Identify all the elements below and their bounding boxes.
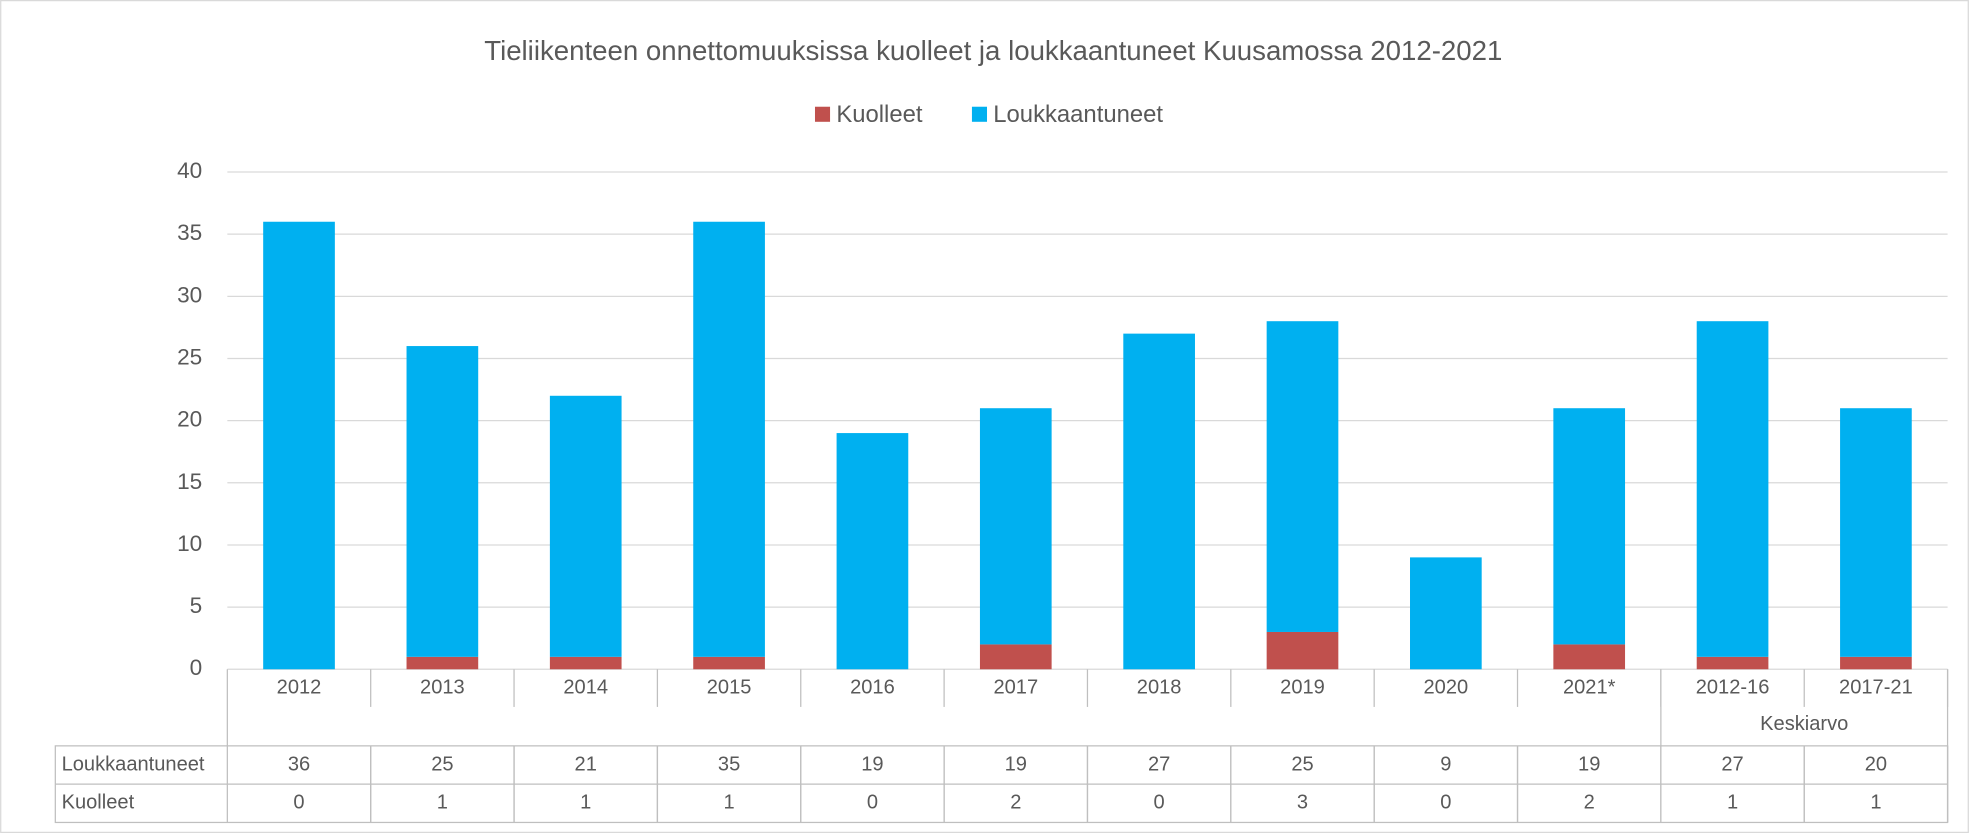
table-cell: 2: [1010, 792, 1021, 814]
y-tick-label: 30: [177, 282, 202, 307]
x-tick-label: 2013: [420, 676, 465, 698]
table-cell: 1: [580, 792, 591, 814]
table-cell: 20: [1865, 753, 1887, 775]
legend-swatch: [971, 106, 988, 122]
bar-segment: [549, 395, 622, 657]
y-tick-label: 20: [177, 407, 202, 432]
bar-segment: [979, 408, 1052, 645]
x-tick-label: 2019: [1280, 676, 1325, 698]
table-row-header: Kuolleet: [62, 792, 135, 814]
bar-segment: [1696, 321, 1769, 657]
y-tick-label: 40: [177, 158, 202, 183]
x-tick-label: 2012-16: [1696, 676, 1770, 698]
table-cell: 35: [718, 753, 740, 775]
table-cell: 2: [1584, 792, 1595, 814]
bar-segment: [1123, 333, 1195, 670]
x-tick-label: 2014: [563, 676, 608, 698]
table-cell: 19: [1005, 753, 1027, 775]
bar-segment: [1840, 656, 1912, 670]
bar-segment: [979, 644, 1052, 670]
bar-segment: [406, 346, 479, 657]
table-cell: 25: [1291, 753, 1313, 775]
table-cell: 25: [431, 753, 453, 775]
table-cell: 27: [1148, 753, 1170, 775]
x-tick-label: 2017: [993, 676, 1038, 698]
table-cell: 1: [1727, 792, 1738, 814]
bar-segment: [836, 433, 909, 670]
table-cell: 1: [437, 792, 448, 814]
y-tick-label: 15: [177, 469, 202, 494]
table-cell: 1: [1870, 792, 1881, 814]
table-cell: 27: [1721, 753, 1743, 775]
legend-label: Kuolleet: [836, 101, 923, 128]
y-tick-label: 5: [190, 593, 203, 618]
bar-segment: [1553, 408, 1626, 645]
bar-segment: [1410, 557, 1482, 670]
bar-segment: [1266, 321, 1339, 632]
table-row-header: Loukkaantuneet: [62, 753, 205, 775]
table-cell: 3: [1297, 792, 1308, 814]
legend-label: Loukkaantuneet: [993, 101, 1163, 128]
bar-segment: [1696, 656, 1769, 670]
legend-swatch: [814, 106, 831, 122]
table-cell: 19: [1578, 753, 1600, 775]
chart-title: Tieliikenteen onnettomuuksissa kuolleet …: [484, 35, 1502, 66]
y-tick-label: 25: [177, 344, 202, 369]
bar-segment: [1266, 631, 1339, 670]
bar-segment: [1553, 644, 1626, 670]
table-cell: 0: [867, 792, 878, 814]
table-cell: 0: [1440, 792, 1451, 814]
bar-segment: [549, 656, 622, 670]
y-tick-label: 35: [177, 220, 202, 245]
bar-segment: [1840, 408, 1912, 657]
x-tick-label: 2021*: [1563, 676, 1616, 698]
bar-segment: [263, 221, 335, 670]
x-tick-label: 2016: [850, 676, 895, 698]
bar-segment: [693, 221, 765, 657]
table-cell: 21: [575, 753, 597, 775]
table-cell: 36: [288, 753, 310, 775]
x-tick-label: 2018: [1137, 676, 1182, 698]
table-cell: 19: [861, 753, 883, 775]
bar-segment: [406, 656, 479, 670]
table-cell: 0: [1154, 792, 1165, 814]
table-cell: 0: [293, 792, 304, 814]
y-tick-label: 10: [177, 531, 202, 556]
x-tick-label: 2017-21: [1839, 676, 1913, 698]
x-tick-label: 2015: [707, 676, 752, 698]
y-tick-label: 0: [190, 655, 203, 680]
x-tick-label: 2012: [277, 676, 322, 698]
group-label: Keskiarvo: [1760, 713, 1848, 735]
table-cell: 1: [723, 792, 734, 814]
bar-segment: [693, 656, 765, 670]
x-tick-label: 2020: [1424, 676, 1469, 698]
table-cell: 9: [1440, 753, 1451, 775]
